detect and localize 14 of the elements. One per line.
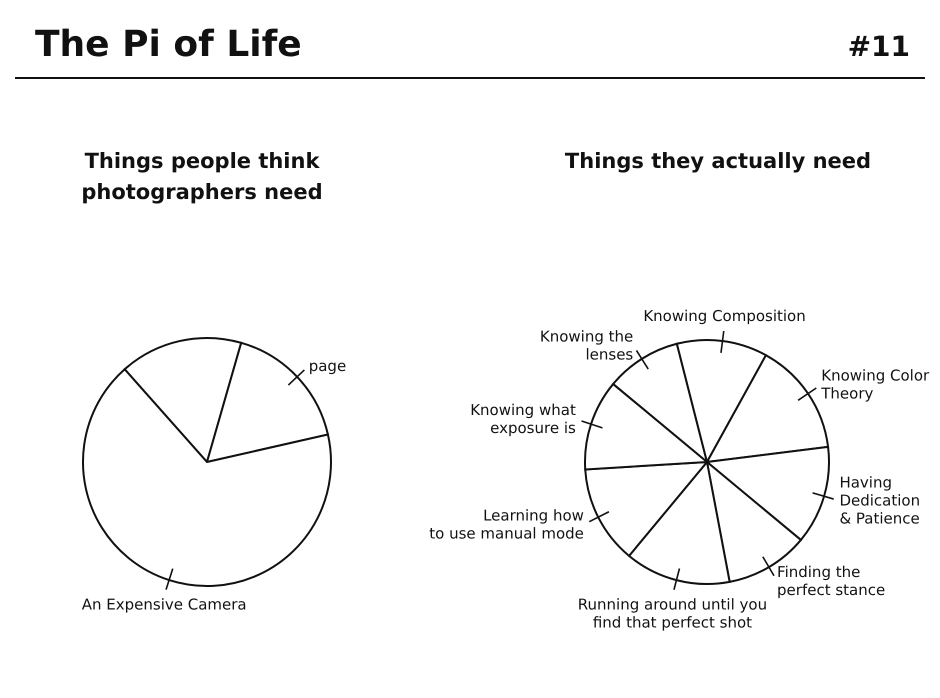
slice-label: Knowing what exposure is: [470, 401, 576, 438]
slice-label: Knowing the lenses: [540, 327, 634, 364]
slice-label: Finding the perfect stance: [777, 562, 886, 599]
slice-label: Running around until you find that perfect shot: [578, 596, 768, 632]
text: The Pi of Life: [35, 24, 302, 65]
text: #11: [848, 30, 910, 63]
slice-label: page: [308, 356, 346, 375]
slice-label: Learning how to use manual mode: [429, 506, 584, 542]
chart-title: Things they actually need: [564, 148, 872, 175]
slice-label: Knowing Composition: [643, 307, 806, 326]
slice-label: Knowing Color Theory: [820, 366, 930, 403]
slice-label: Having Dedication & Patience: [839, 474, 920, 528]
slice-label: An Expensive Camera: [82, 595, 247, 614]
chart-title: Things people think photographers need: [80, 148, 324, 206]
